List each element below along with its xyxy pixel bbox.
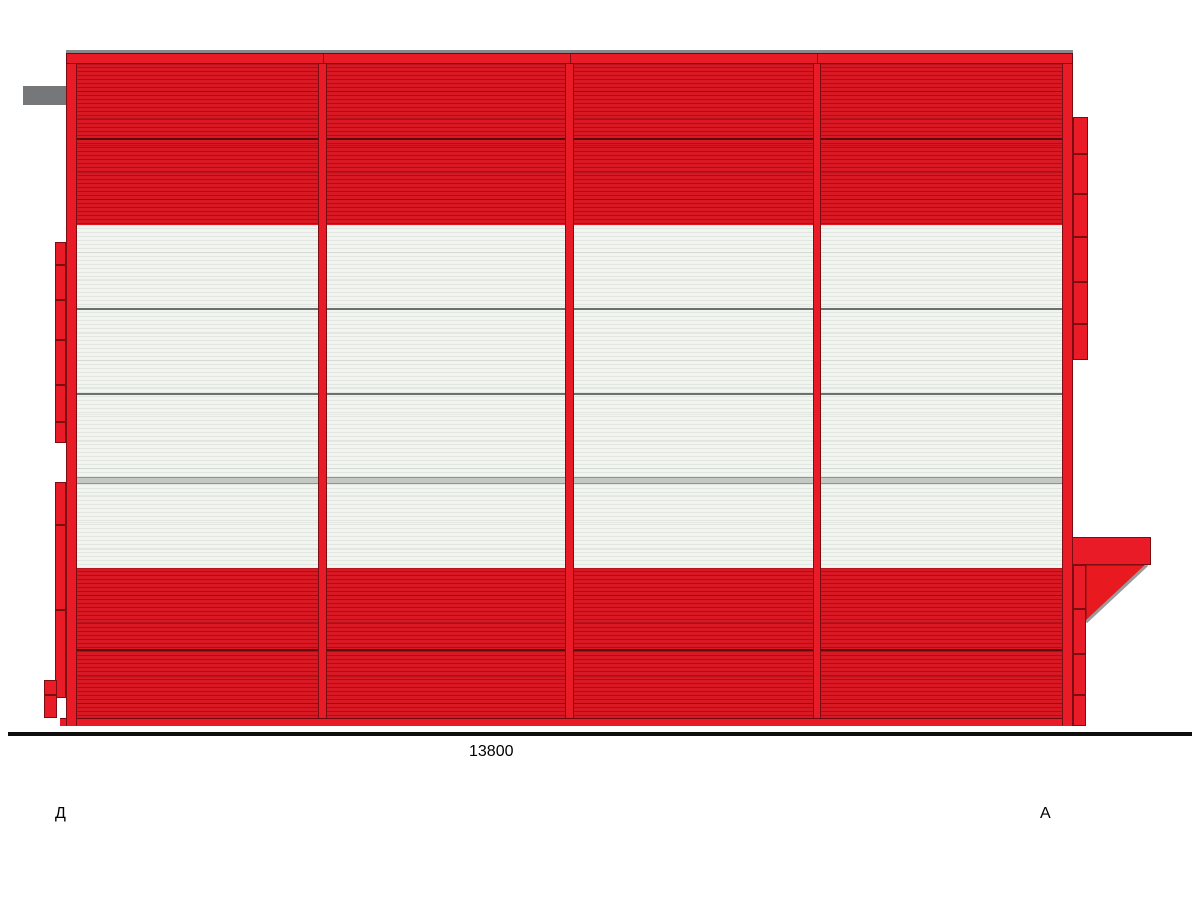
mullion-3: [813, 64, 821, 718]
dimension-line: [62, 780, 1076, 782]
post-joint: [1074, 608, 1085, 610]
downpipe-joint: [56, 609, 65, 611]
mullion-1: [318, 64, 327, 718]
grid-axis-label-right: А: [1040, 805, 1051, 822]
grid-bubble-left: Д: [55, 805, 66, 823]
downpipe-lower-segment: [55, 482, 66, 698]
downpipe-upper-segment: [55, 242, 66, 443]
ground-line: [8, 732, 1192, 736]
ladder-bracket: [1074, 236, 1087, 238]
parapet-cap: [66, 53, 1073, 64]
mullion-2: [565, 64, 574, 718]
parapet-cap-joint: [817, 54, 818, 63]
downpipe-joint: [45, 694, 56, 696]
downpipe-joint: [56, 299, 65, 301]
downpipe-shoe: [44, 680, 57, 718]
canopy-post: [1073, 565, 1086, 726]
canopy-brace: [1086, 565, 1149, 624]
ladder-bracket: [1074, 193, 1087, 195]
post-joint: [1074, 653, 1085, 655]
downpipe-joint: [56, 384, 65, 386]
roof-ladder-strip: [1073, 117, 1088, 360]
dimension-value: 13800: [469, 743, 514, 760]
downpipe-joint: [56, 264, 65, 266]
grid-bubble-right: А: [1040, 805, 1051, 823]
canopy-beam: [1072, 537, 1151, 565]
downpipe-joint: [56, 524, 65, 526]
grid-axis-label-left: Д: [55, 805, 66, 822]
vent-pipe-outlet: [23, 86, 66, 105]
parapet-cap-joint: [323, 54, 324, 63]
parapet-cap-joint: [570, 54, 571, 63]
base-trim-strip: [60, 718, 1073, 726]
post-joint: [1074, 694, 1085, 696]
ladder-bracket: [1074, 153, 1087, 155]
downpipe-joint: [56, 339, 65, 341]
mullion-left-edge: [66, 64, 77, 726]
roof-edge-line: [66, 50, 1073, 53]
mullion-right-edge: [1062, 64, 1073, 726]
downpipe-joint: [56, 421, 65, 423]
ladder-bracket: [1074, 323, 1087, 325]
ladder-bracket: [1074, 281, 1087, 283]
